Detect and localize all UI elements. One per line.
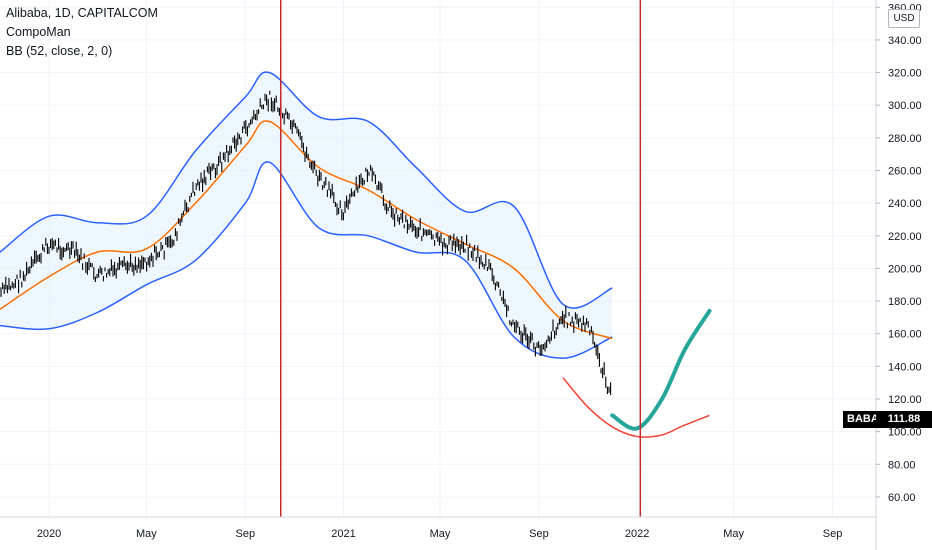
symbol-badge: BABA — [843, 411, 883, 428]
price-tick-label: 60.00 — [888, 492, 916, 504]
time-tick-label: May — [136, 528, 157, 540]
price-tick-label: 280.00 — [888, 133, 922, 145]
projection-arc — [562, 377, 710, 438]
price-tick-label: 100.00 — [888, 427, 922, 439]
price-bars — [0, 90, 612, 396]
bollinger-upper-band — [0, 71, 613, 309]
price-tick-label: 80.00 — [888, 459, 916, 471]
price-tick-label: 160.00 — [888, 329, 922, 341]
time-axis[interactable]: 2020 May Sep 2021 May Sep 2022 May Sep — [37, 528, 843, 540]
bollinger-lower-band — [0, 161, 613, 359]
price-tick-label: 300.00 — [888, 100, 922, 112]
last-price-badge: 111.88 — [876, 411, 932, 428]
price-tick-label: 180.00 — [888, 296, 922, 308]
time-tick-label: May — [723, 528, 744, 540]
price-tick-label: 340.00 — [888, 35, 922, 47]
time-tick-label: May — [430, 528, 451, 540]
time-tick-label: Sep — [823, 528, 843, 540]
price-tick-label: 140.00 — [888, 361, 922, 373]
price-tick-label: 320.00 — [888, 68, 922, 80]
projection-path — [610, 308, 712, 431]
chart-legend: Alibaba, 1D, CAPITALCOM CompoMan BB (52,… — [6, 4, 158, 61]
time-tick-label: 2021 — [331, 528, 355, 540]
price-axis[interactable]: 60.00 80.00 100.00 120.00 140.00 160.00 180.00… — [876, 2, 922, 504]
time-tick-label: Sep — [529, 528, 549, 540]
indicator-label[interactable]: BB (52, close, 2, 0) — [6, 44, 113, 58]
time-tick-label: 2022 — [625, 528, 649, 540]
currency-button[interactable]: USD — [888, 9, 920, 28]
time-tick-label: 2020 — [37, 528, 61, 540]
bollinger-band-fill — [0, 72, 613, 359]
price-tick-label: 260.00 — [888, 165, 922, 177]
price-tick-label: 240.00 — [888, 198, 922, 210]
price-tick-label: 120.00 — [888, 394, 922, 406]
symbol-title[interactable]: Alibaba, 1D, CAPITALCOM — [6, 6, 158, 20]
time-tick-label: Sep — [236, 528, 256, 540]
indicator-label[interactable]: CompoMan — [6, 25, 71, 39]
price-tick-label: 200.00 — [888, 263, 922, 275]
price-tick-label: 220.00 — [888, 231, 922, 243]
bollinger-basis-line — [0, 120, 613, 340]
